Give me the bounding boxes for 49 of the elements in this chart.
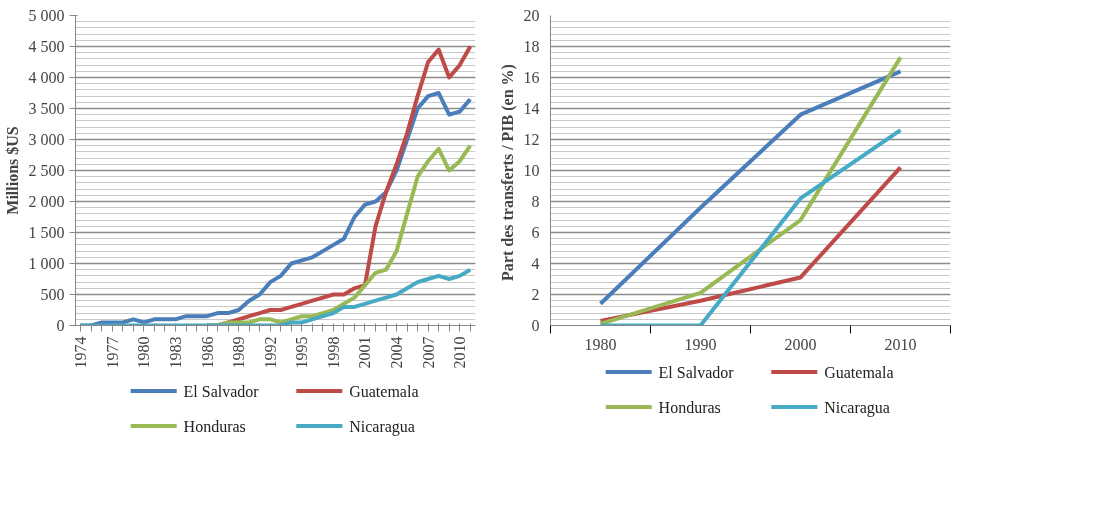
- y-tick-label: 3 000: [28, 131, 65, 148]
- y-tick-label: 1 000: [28, 255, 65, 272]
- legend-label: Nicaragua: [349, 417, 415, 436]
- legend-label: Honduras: [183, 417, 246, 435]
- y-tick-label: 0: [531, 317, 540, 334]
- y-tick-label: 2 500: [28, 162, 65, 179]
- x-tick-label: 1977: [103, 336, 121, 369]
- y-tick-label: 2 000: [28, 193, 65, 210]
- x-tick-label: 1974: [72, 336, 90, 369]
- y-tick-label: 2: [531, 286, 540, 303]
- x-tick-label: 2010: [884, 335, 917, 353]
- x-tick-label: 1980: [584, 335, 617, 353]
- legend-label: Honduras: [658, 398, 721, 416]
- y-tick-label: 4: [531, 255, 540, 272]
- y-tick-label: 6: [531, 224, 540, 241]
- x-tick-label: 1989: [230, 336, 248, 369]
- y-tick-label: 500: [40, 286, 65, 303]
- x-tick-label: 2007: [419, 336, 437, 369]
- y-tick-label: 20: [523, 7, 540, 24]
- y-tick-label: 5 000: [28, 7, 65, 24]
- y-axis-title: Millions $US: [3, 126, 21, 215]
- x-tick-label: 2001: [356, 336, 374, 369]
- legend-label: Nicaragua: [824, 398, 890, 417]
- y-tick-label: 8: [531, 193, 540, 210]
- y-tick-label: 4 000: [28, 69, 65, 86]
- x-tick-label: 1995: [293, 336, 311, 369]
- legend-label: Guatemala: [824, 363, 894, 381]
- legend-label: El Salvador: [658, 363, 735, 381]
- y-tick-label: 10: [523, 162, 540, 179]
- legend-label: El Salvador: [183, 382, 260, 400]
- x-tick-label: 1983: [167, 336, 184, 369]
- y-tick-label: 12: [523, 131, 540, 148]
- x-tick-label: 2010: [451, 336, 469, 369]
- x-tick-label: 2000: [784, 335, 817, 353]
- y-tick-label: 14: [523, 100, 540, 117]
- x-tick-label: 1986: [198, 336, 216, 369]
- x-tick-label: 1990: [684, 335, 717, 353]
- y-tick-label: 3 500: [28, 100, 65, 117]
- x-tick-label: 2004: [388, 336, 406, 369]
- y-tick-label: 16: [523, 69, 540, 86]
- y-tick-label: 18: [523, 38, 540, 55]
- y-axis-title: Part des transferts / PIB (en %): [498, 64, 517, 281]
- x-tick-label: 1980: [135, 336, 153, 369]
- legend-label: Guatemala: [349, 382, 419, 400]
- y-tick-label: 4 500: [28, 38, 65, 55]
- y-tick-label: 1 500: [28, 224, 65, 241]
- x-tick-label: 1998: [324, 336, 342, 369]
- x-tick-label: 1992: [261, 336, 279, 369]
- y-tick-label: 0: [56, 317, 65, 334]
